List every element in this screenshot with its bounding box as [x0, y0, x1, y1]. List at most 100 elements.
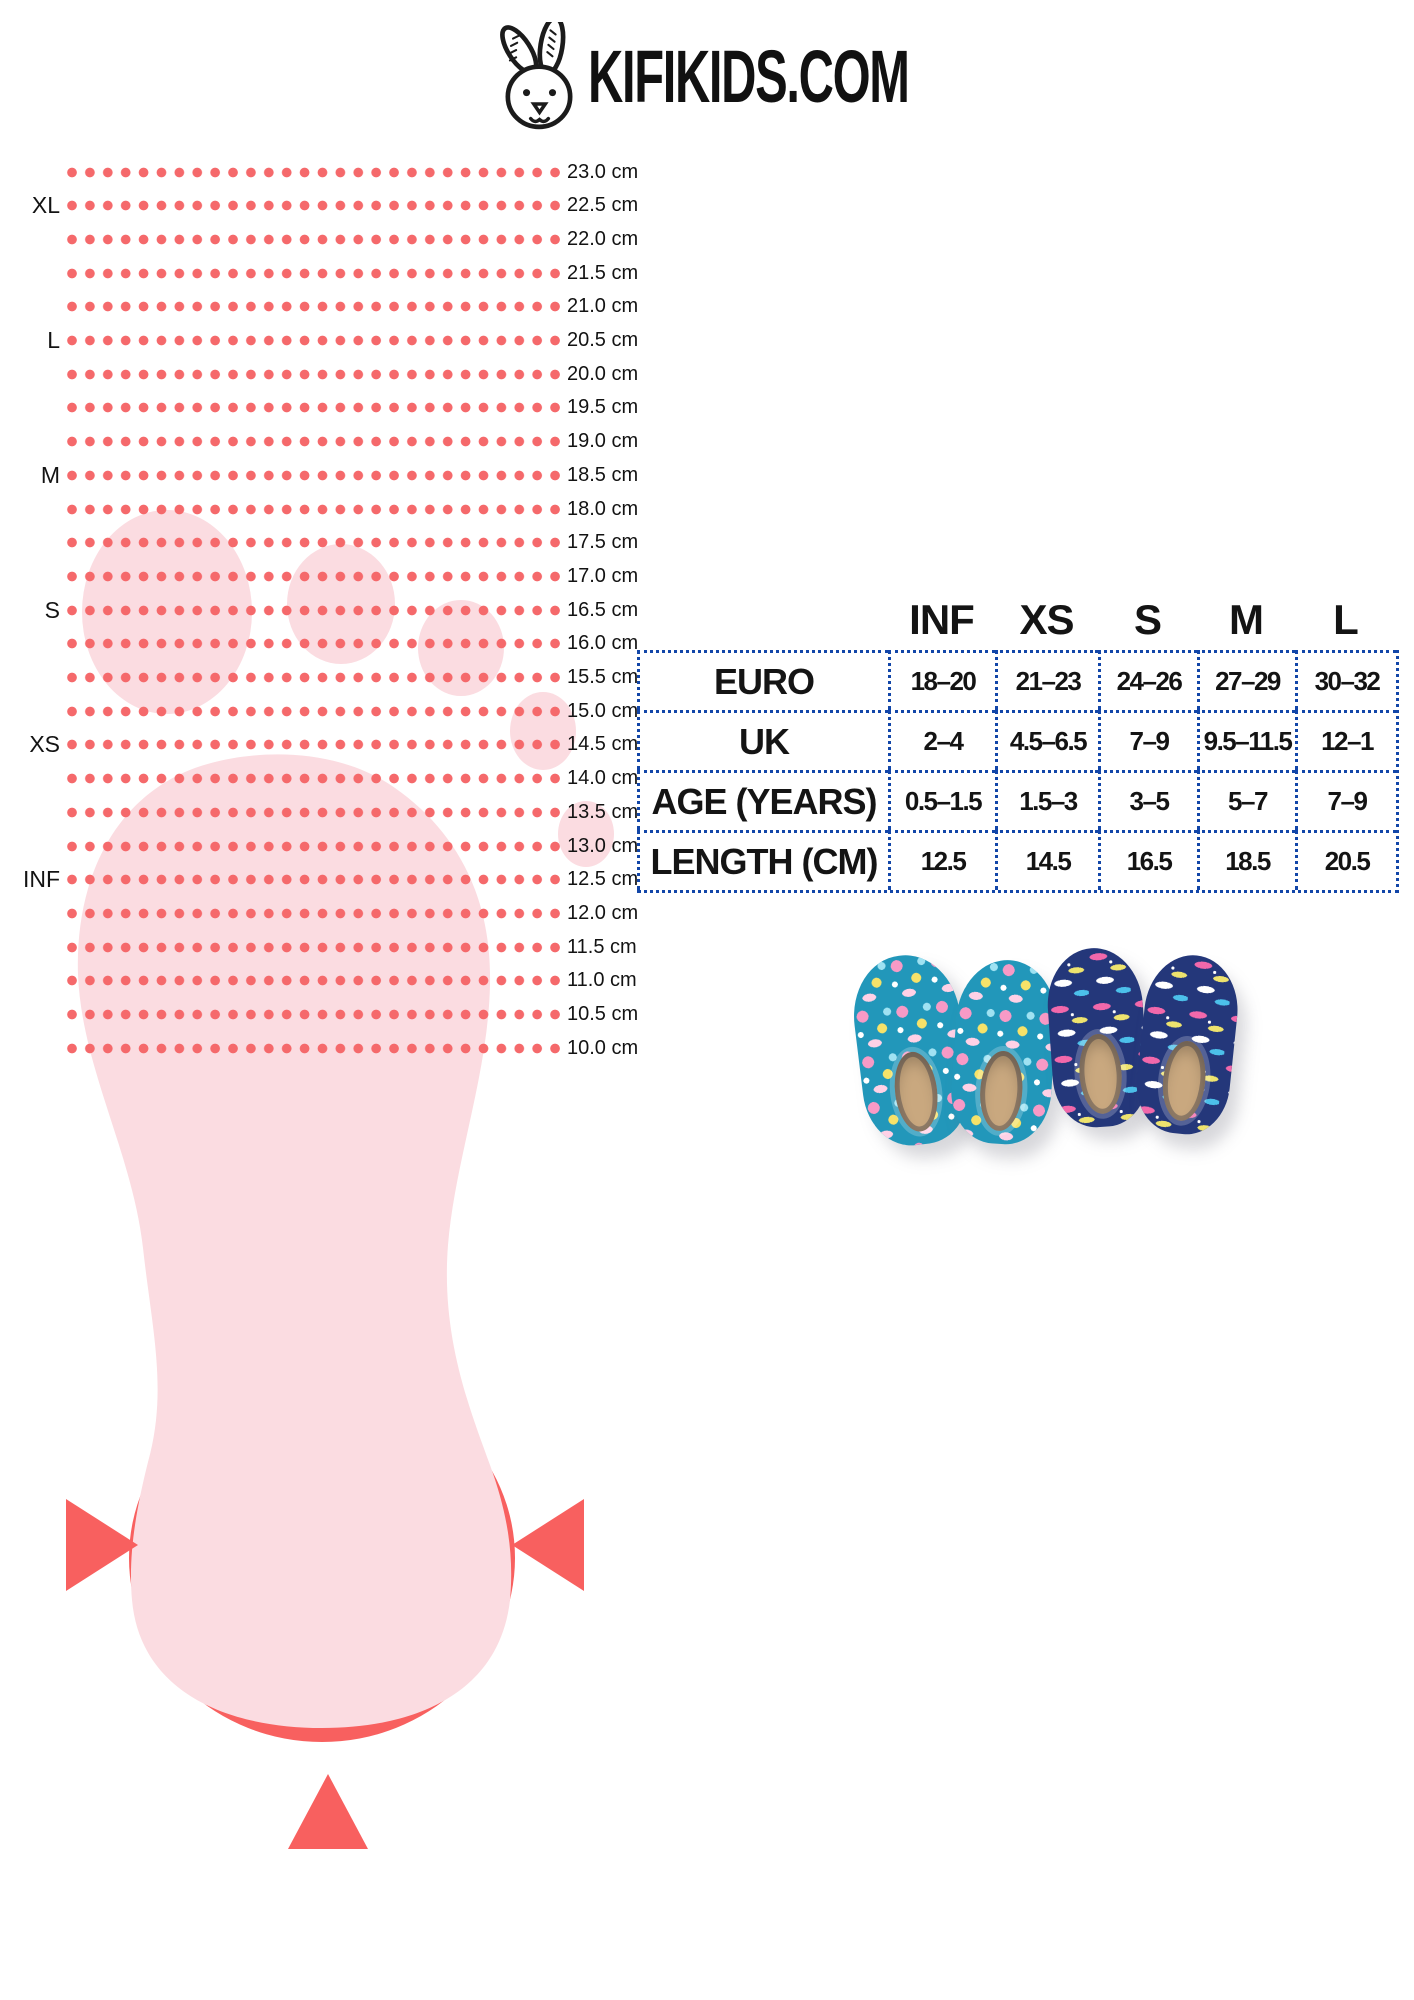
dotted-measure-line: [64, 368, 562, 380]
size-category-label: XL: [31, 192, 60, 219]
length-label: 11.0 cm: [567, 969, 637, 992]
size-value-cell: 4.5–6.5: [995, 710, 1098, 770]
size-category-label: L: [47, 327, 60, 353]
dotted-measure-line: [64, 469, 562, 481]
length-label: 20.5 cm: [567, 329, 639, 351]
size-value-cell: 24–26: [1098, 650, 1197, 710]
size-row-label: UK: [637, 710, 888, 770]
ruler-row: 14.0 cm: [64, 767, 638, 791]
ruler-row: 17.0 cm: [64, 564, 638, 588]
slipper-mermaid-right: [947, 956, 1061, 1148]
ruler-row: 13.5 cm: [64, 800, 638, 824]
width-arrow-left: [66, 1499, 138, 1591]
ruler-row: XL 22.5 cm: [32, 192, 638, 218]
length-label: 13.5 cm: [567, 800, 639, 823]
size-column-header: S: [1133, 596, 1162, 643]
size-value-cell: 7–9: [1098, 710, 1197, 770]
size-value-cell: 27–29: [1197, 650, 1295, 710]
dotted-measure-line: [64, 233, 562, 245]
ruler-row: 10.0 cm: [64, 1036, 638, 1060]
size-value-cell: 7–9: [1295, 770, 1396, 830]
size-value-cell: 16.5: [1098, 830, 1197, 890]
length-label: 15.5 cm: [567, 666, 639, 688]
dotted-measure-line: [64, 638, 562, 650]
size-value-cell: 0.5–1.5: [888, 770, 995, 830]
size-table-grid: EURO 18–20 21–23 24–26 27–29 30–32 UK 2–4 4.5–6.…: [637, 650, 1399, 893]
size-value-cell: 12.5: [888, 830, 995, 890]
size-value-cell: 5–7: [1197, 770, 1295, 830]
size-category-label: S: [44, 596, 60, 623]
size-category-label: M: [40, 461, 60, 488]
length-label: 21.0 cm: [567, 295, 639, 318]
dotted-measure-line: [64, 301, 562, 313]
dotted-measure-line: [64, 874, 562, 886]
dotted-measure-line: [64, 604, 562, 616]
ruler-row: 15.5 cm: [64, 666, 638, 690]
size-value-cell: 30–32: [1295, 650, 1396, 710]
ruler-row: 11.5 cm: [64, 935, 637, 959]
length-label: 17.0 cm: [567, 564, 639, 587]
length-label: 15.0 cm: [567, 699, 639, 722]
size-value-cell: 9.5–11.5: [1197, 710, 1295, 770]
dotted-measure-line: [64, 975, 562, 987]
size-category-label: XS: [29, 731, 60, 758]
foot-measuring-illustration: [66, 510, 614, 1849]
dotted-measure-line: [64, 436, 562, 448]
length-label: 20.0 cm: [567, 362, 639, 385]
slipper-shark-right: [1131, 950, 1244, 1139]
ruler-row: INF 12.5 cm: [23, 866, 639, 892]
dotted-measure-line: [64, 503, 562, 515]
dotted-measure-line: [64, 840, 562, 852]
ruler-row: M 18.5 cm: [41, 462, 638, 488]
length-label: 17.5 cm: [567, 531, 639, 554]
length-label: 16.0 cm: [567, 632, 639, 655]
size-column-header: L: [1333, 596, 1359, 643]
size-value-cell: 14.5: [995, 830, 1098, 890]
ruler-row: 12.0 cm: [64, 901, 638, 925]
ruler-row: 13.0 cm: [64, 834, 638, 858]
length-label: 11.5 cm: [567, 935, 637, 958]
dotted-measure-line: [64, 806, 562, 818]
dotted-measure-line: [64, 941, 562, 953]
foot-sole-silhouette: [77, 754, 512, 1728]
ruler-row: 22.0 cm: [64, 227, 638, 251]
length-label: 13.0 cm: [567, 834, 639, 857]
ruler-row: 18.0 cm: [64, 497, 638, 521]
length-label: 12.5 cm: [567, 868, 639, 891]
ruler-row: 19.5 cm: [64, 396, 638, 420]
pinky-toe: [558, 801, 614, 867]
length-label: 14.0 cm: [567, 767, 639, 790]
dotted-measure-line: [64, 200, 562, 212]
size-row-label: AGE (YEARS): [637, 770, 888, 830]
ruler-row: 11.0 cm: [64, 969, 637, 993]
dotted-measure-line: [64, 537, 562, 549]
ruler-row: 21.5 cm: [64, 261, 638, 285]
dotted-measure-line: [64, 705, 562, 717]
header-spacer: [637, 596, 888, 650]
size-value-cell: 2–4: [888, 710, 995, 770]
length-label: 16.5 cm: [567, 598, 639, 621]
size-column-header: XS: [1019, 596, 1074, 643]
size-value-cell: 21–23: [995, 650, 1098, 710]
ruler-row: 20.0 cm: [64, 362, 638, 386]
size-table-header-row: INF XS S M L: [637, 596, 1399, 650]
ruler-row: L 20.5 cm: [47, 327, 639, 353]
ruler-row: 15.0 cm: [64, 699, 638, 723]
bunny-icon: [500, 22, 573, 130]
size-value-cell: 20.5: [1295, 830, 1396, 890]
dotted-measure-line: [64, 672, 562, 683]
dotted-measure-line: [64, 907, 562, 919]
size-value-cell: 1.5–3: [995, 770, 1098, 830]
dotted-measure-line: [64, 166, 562, 178]
size-value-cell: 18.5: [1197, 830, 1295, 890]
length-label: 22.0 cm: [567, 227, 639, 250]
dotted-measure-line: [64, 570, 562, 582]
dotted-measure-line: [64, 267, 562, 279]
heel-arrow-up: [288, 1774, 368, 1849]
length-label: 21.5 cm: [567, 261, 639, 284]
dotted-measure-line: [64, 739, 562, 751]
length-label: 18.0 cm: [567, 497, 639, 520]
length-label: 23.0 cm: [567, 160, 639, 183]
ruler-row: 21.0 cm: [64, 295, 638, 319]
